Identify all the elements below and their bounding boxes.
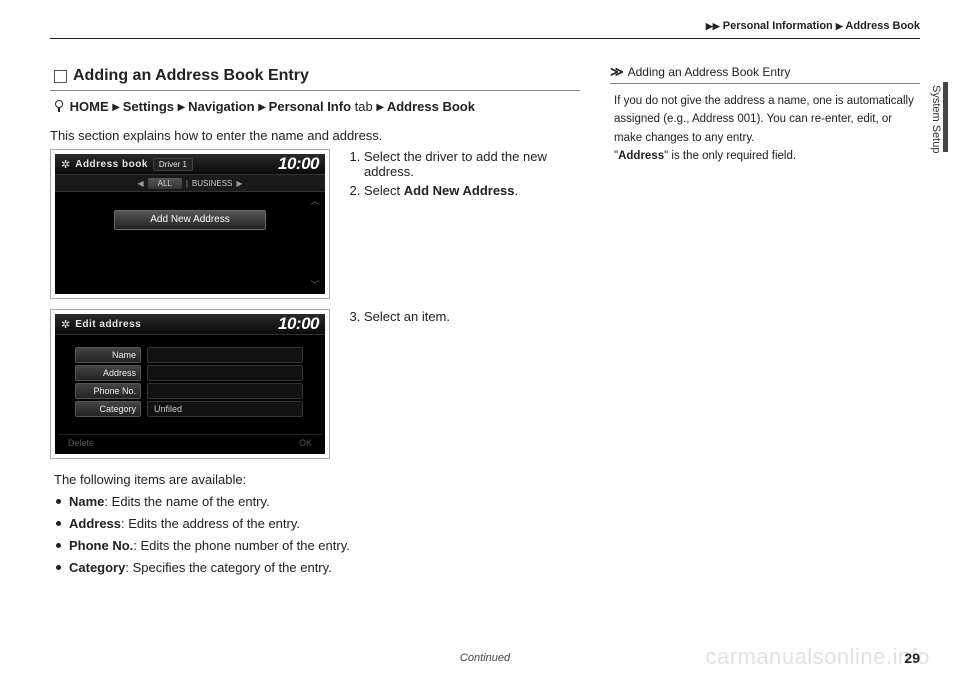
bullet-icon <box>56 499 61 504</box>
breadcrumb: HOME ▶ Settings ▶ Navigation ▶ Personal … <box>50 99 580 114</box>
crumb-item: tab <box>351 99 373 114</box>
step-item: Select an item. <box>364 309 580 324</box>
chevron-icon: ▶ <box>836 21 843 31</box>
chevron-icon: ▶ <box>178 102 188 113</box>
add-new-address-button: Add New Address <box>114 210 266 230</box>
items-list: The following items are available: Name:… <box>50 469 580 579</box>
sidebar-title: ≫ Adding an Address Book Entry <box>610 64 920 84</box>
field-value <box>147 347 303 363</box>
screenshot-address-book: ✲ Address book Driver 1 10:00 ◀ ALL | BU… <box>50 149 330 299</box>
crumb-item: Settings <box>123 99 174 114</box>
step-list: Select an item. <box>346 309 580 459</box>
screen-title: Address book <box>75 159 148 170</box>
bullet-icon <box>56 565 61 570</box>
section-title: Adding an Address Book Entry <box>50 64 580 91</box>
step-text: . <box>515 183 519 198</box>
bullet-icon <box>56 521 61 526</box>
clock: 10:00 <box>278 154 319 174</box>
list-item: Address: Edits the address of the entry. <box>54 513 580 535</box>
header-crumb: Address Book <box>845 20 920 32</box>
item-label: Name <box>69 494 104 509</box>
chevron-icon: ▶ <box>258 102 268 113</box>
gear-icon: ✲ <box>61 318 70 331</box>
sidebar-body: If you do not give the address a name, o… <box>610 92 920 166</box>
list-item: Name: Edits the name of the entry. <box>54 491 580 513</box>
chevron-icon: ▶ <box>376 102 386 113</box>
section-tab-marker <box>943 82 948 152</box>
page-number: 29 <box>904 650 920 666</box>
step-list: Select the driver to add the newaddress.… <box>346 149 580 299</box>
field-value <box>147 383 303 399</box>
scrollbar: ︿﹀ <box>308 194 322 291</box>
tab-business: BUSINESS <box>192 179 232 188</box>
bullet-icon <box>56 543 61 548</box>
clock: 10:00 <box>278 314 319 334</box>
page-header: ▶▶ Personal Information ▶ Address Book <box>50 20 920 39</box>
section-tab-label: System Setup <box>930 85 942 153</box>
square-icon <box>54 70 67 83</box>
home-icon <box>54 100 64 112</box>
step-text: Select <box>364 183 404 198</box>
step-text: address. <box>364 164 414 179</box>
step-text: Add New Address <box>404 183 515 198</box>
item-text: : Edits the address of the entry. <box>121 516 300 531</box>
chevron-icon: ▶ <box>706 21 713 31</box>
crumb-item: Address Book <box>387 99 475 114</box>
screen-title: Edit address <box>75 319 141 330</box>
double-chevron-icon: ≫ <box>610 64 624 80</box>
item-label: Address <box>69 516 121 531</box>
item-text: : Specifies the category of the entry. <box>125 560 331 575</box>
list-item: Phone No.: Edits the phone number of the… <box>54 535 580 557</box>
field-label: Name <box>75 347 141 363</box>
items-intro: The following items are available: <box>54 469 580 491</box>
screenshot-edit-address: ✲ Edit address 10:00 Name Address Phone … <box>50 309 330 459</box>
sidebar-title-text: Adding an Address Book Entry <box>628 65 791 79</box>
continued-label: Continued <box>460 652 510 664</box>
intro-text: This section explains how to enter the n… <box>50 128 580 143</box>
crumb-item: HOME <box>70 99 109 114</box>
sidebar-text: If you do not give the address a name, o… <box>614 95 914 144</box>
item-text: : Edits the name of the entry. <box>104 494 269 509</box>
field-value: Unfiled <box>147 401 303 417</box>
chevron-down-icon: ﹀ <box>308 278 322 291</box>
page-footer: Continued 29 <box>50 650 920 666</box>
item-label: Category <box>69 560 125 575</box>
step-item: Select the driver to add the newaddress. <box>364 149 580 179</box>
gear-icon: ✲ <box>61 158 70 171</box>
field-label: Address <box>75 365 141 381</box>
chevron-icon: ▶ <box>713 21 720 31</box>
chevron-icon: ▶ <box>112 102 122 113</box>
delete-button: Delete <box>68 438 94 448</box>
crumb-item: Navigation <box>188 99 254 114</box>
item-label: Phone No. <box>69 538 133 553</box>
driver-tag: Driver 1 <box>153 158 193 171</box>
divider-icon: | <box>186 179 188 188</box>
tab-all: ALL <box>148 178 182 189</box>
chevron-up-icon: ︿ <box>308 194 322 207</box>
field-label: Category <box>75 401 141 417</box>
sidebar-text: Address <box>618 150 664 162</box>
list-item: Category: Specifies the category of the … <box>54 557 580 579</box>
section-title-text: Adding an Address Book Entry <box>73 67 309 85</box>
chevron-right-icon: ▶ <box>236 179 242 188</box>
field-value <box>147 365 303 381</box>
ok-button: OK <box>299 438 312 448</box>
crumb-item: Personal Info <box>269 99 351 114</box>
item-text: : Edits the phone number of the entry. <box>133 538 350 553</box>
step-text: Select the driver to add the new <box>364 149 547 164</box>
field-label: Phone No. <box>75 383 141 399</box>
chevron-left-icon: ◀ <box>137 179 143 188</box>
step-item: Select Add New Address. <box>364 183 580 198</box>
header-crumb: Personal Information <box>723 20 833 32</box>
sidebar-text: " is the only required field. <box>664 150 796 162</box>
step-text: Select an item. <box>364 309 450 324</box>
